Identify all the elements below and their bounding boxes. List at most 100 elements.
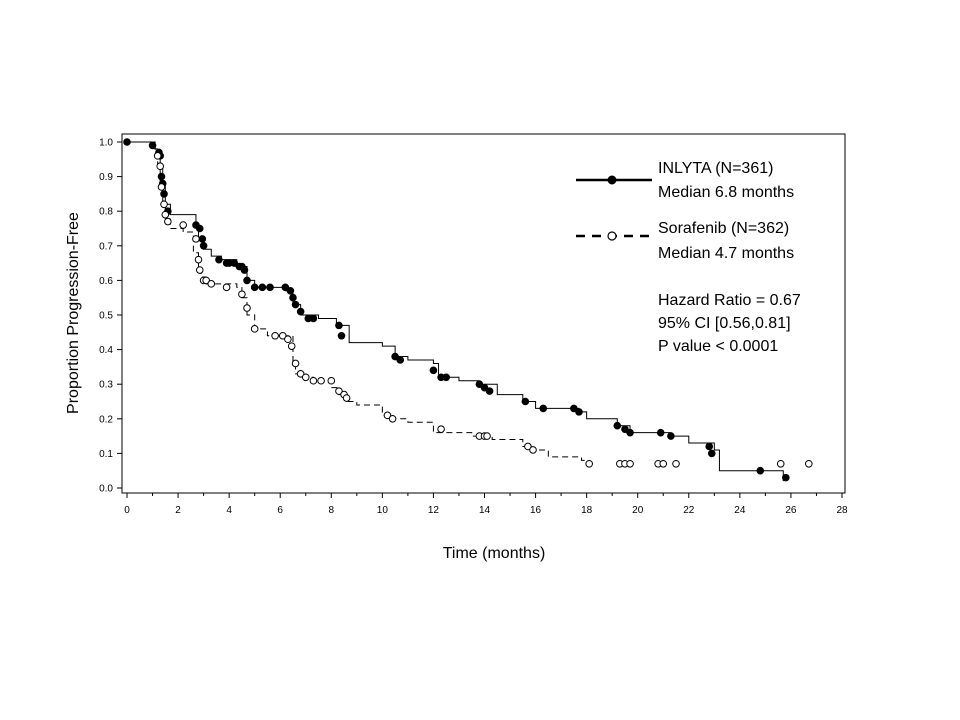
plot-frame	[121, 133, 846, 494]
x-tick-label: 14	[479, 505, 491, 516]
y-tick-label: 0.5	[99, 311, 113, 322]
inlyta-censor-marker	[429, 366, 438, 375]
inlyta-censor-marker	[198, 235, 207, 243]
y-axis-ticks: 0.0 0.1 0.2 0.3 0.4 0.5 0.6 0.7 0.8 0.9 1.0	[99, 138, 122, 495]
sorafenib-curve	[127, 141, 588, 464]
legend-inlyta-median: Median 6.8 months	[658, 184, 794, 201]
sorafenib-censor-marker	[524, 442, 532, 451]
sorafenib-censor-marker	[383, 411, 392, 420]
x-tick-label: 6	[277, 505, 283, 516]
x-axis-title: Time (months)	[443, 545, 546, 562]
sorafenib-censor-marker	[585, 459, 593, 468]
sorafenib-censor-marker	[278, 331, 287, 340]
inlyta-censor-marker	[243, 276, 251, 285]
sorafenib-censor-marker	[626, 459, 634, 468]
legend-sorafenib-name: Sorafenib (N=362)	[658, 220, 789, 237]
sorafenib-censor-marker	[157, 183, 166, 191]
inlyta-censor-marker	[199, 242, 208, 250]
inlyta-censor-marker	[296, 307, 305, 316]
x-tick-label: 8	[329, 505, 335, 516]
sorafenib-censor-marker	[194, 255, 203, 264]
y-tick-label: 0.8	[99, 207, 113, 218]
inlyta-censor-marker	[230, 259, 239, 267]
inlyta-censor-marker	[215, 255, 223, 264]
inlyta-censor-marker	[705, 442, 714, 451]
sorafenib-censor-marker	[238, 290, 246, 299]
x-tick-label: 20	[632, 505, 644, 516]
sorafenib-censor-marker	[243, 304, 251, 312]
sorafenib-censor-marker	[342, 394, 351, 402]
inlyta-censor-marker	[286, 286, 295, 295]
sorafenib-censor-marker	[388, 415, 397, 423]
sorafenib-censor-marker	[805, 459, 813, 468]
p-value-text: P value < 0.0001	[658, 338, 778, 355]
x-tick-label: 18	[581, 505, 593, 516]
sorafenib-censor-marker	[672, 459, 680, 468]
inlyta-censor-marker	[195, 224, 204, 233]
inlyta-censor-marker	[266, 283, 274, 292]
sorafenib-censor-marker	[271, 331, 279, 340]
sorafenib-censor-marker	[250, 325, 259, 333]
inlyta-censor-marker	[250, 283, 259, 292]
inlyta-censor-marker	[240, 266, 249, 274]
x-tick-label: 24	[734, 505, 746, 516]
y-tick-label: 0.0	[99, 484, 113, 495]
inlyta-censor-marker	[291, 300, 300, 309]
sorafenib-censor-marker	[160, 200, 168, 209]
inlyta-censor-marker	[160, 190, 168, 198]
inlyta-censor-marker	[289, 293, 297, 302]
sorafenib-censor-marker	[287, 342, 296, 350]
inlyta-censor-marker	[337, 331, 346, 340]
inlyta-censor-marker	[335, 321, 343, 330]
sorafenib-censor-marker	[153, 152, 162, 160]
inlyta-censor-marker	[656, 428, 665, 437]
legend: INLYTA (N=361) Median 6.8 months Sorafen…	[576, 160, 801, 355]
sorafenib-censor-marker	[164, 217, 172, 226]
sorafenib-censor-marker	[222, 283, 231, 292]
inlyta-censor-marker	[621, 425, 629, 433]
y-axis-title: Proportion Progression-Free	[65, 212, 82, 414]
inlyta-censor-marker	[575, 408, 583, 416]
inlyta-censor-marker	[157, 172, 166, 181]
sorafenib-censor-marker	[207, 280, 216, 288]
y-tick-label: 0.1	[99, 449, 113, 460]
sorafenib-censor-marker	[291, 359, 300, 368]
series-layer	[123, 138, 813, 482]
sorafenib-censor-marker	[179, 221, 187, 229]
legend-inlyta-name: INLYTA (N=361)	[658, 160, 773, 177]
inlyta-censor-marker	[485, 387, 494, 395]
sorafenib-censor-marker	[335, 387, 343, 395]
sorafenib-censor-marker	[776, 459, 785, 468]
y-tick-label: 0.7	[99, 241, 113, 252]
inlyta-censor-marker	[570, 404, 578, 413]
legend-sorafenib-median: Median 4.7 months	[658, 245, 794, 262]
y-tick-label: 1.0	[99, 138, 113, 149]
inlyta-censor-marker	[396, 356, 405, 364]
sorafenib-censor-marker	[659, 459, 668, 468]
x-tick-label: 28	[836, 505, 848, 516]
sorafenib-censor-marker	[156, 162, 164, 171]
inlyta-censor-marker	[539, 404, 548, 413]
y-tick-label: 0.9	[99, 172, 113, 183]
sorafenib-censor-marker	[195, 266, 204, 274]
inlyta-censor-marker	[782, 473, 790, 482]
y-tick-label: 0.3	[99, 380, 113, 391]
inlyta-censor-marker	[258, 283, 267, 292]
x-tick-label: 2	[175, 505, 181, 516]
sorafenib-censor-marker	[529, 446, 537, 454]
inlyta-censor-marker	[626, 428, 634, 437]
inlyta-censor-marker	[756, 466, 765, 475]
x-axis-ticks: 0 2 4 6 8 10 12 14 16 18 20 22 24 26 28	[124, 493, 848, 516]
hazard-ratio-text: Hazard Ratio = 0.67	[658, 292, 801, 309]
x-tick-label: 22	[683, 505, 695, 516]
sorafenib-censor-marker	[296, 370, 305, 378]
inlyta-censor-marker	[521, 397, 530, 406]
x-tick-label: 10	[377, 505, 389, 516]
y-tick-label: 0.4	[99, 345, 113, 356]
legend-sorafenib-marker	[607, 231, 617, 241]
inlyta-censor-marker	[442, 373, 450, 382]
y-tick-label: 0.6	[99, 276, 113, 287]
inlyta-censor-marker	[667, 432, 675, 440]
legend-inlyta-marker	[607, 175, 617, 185]
